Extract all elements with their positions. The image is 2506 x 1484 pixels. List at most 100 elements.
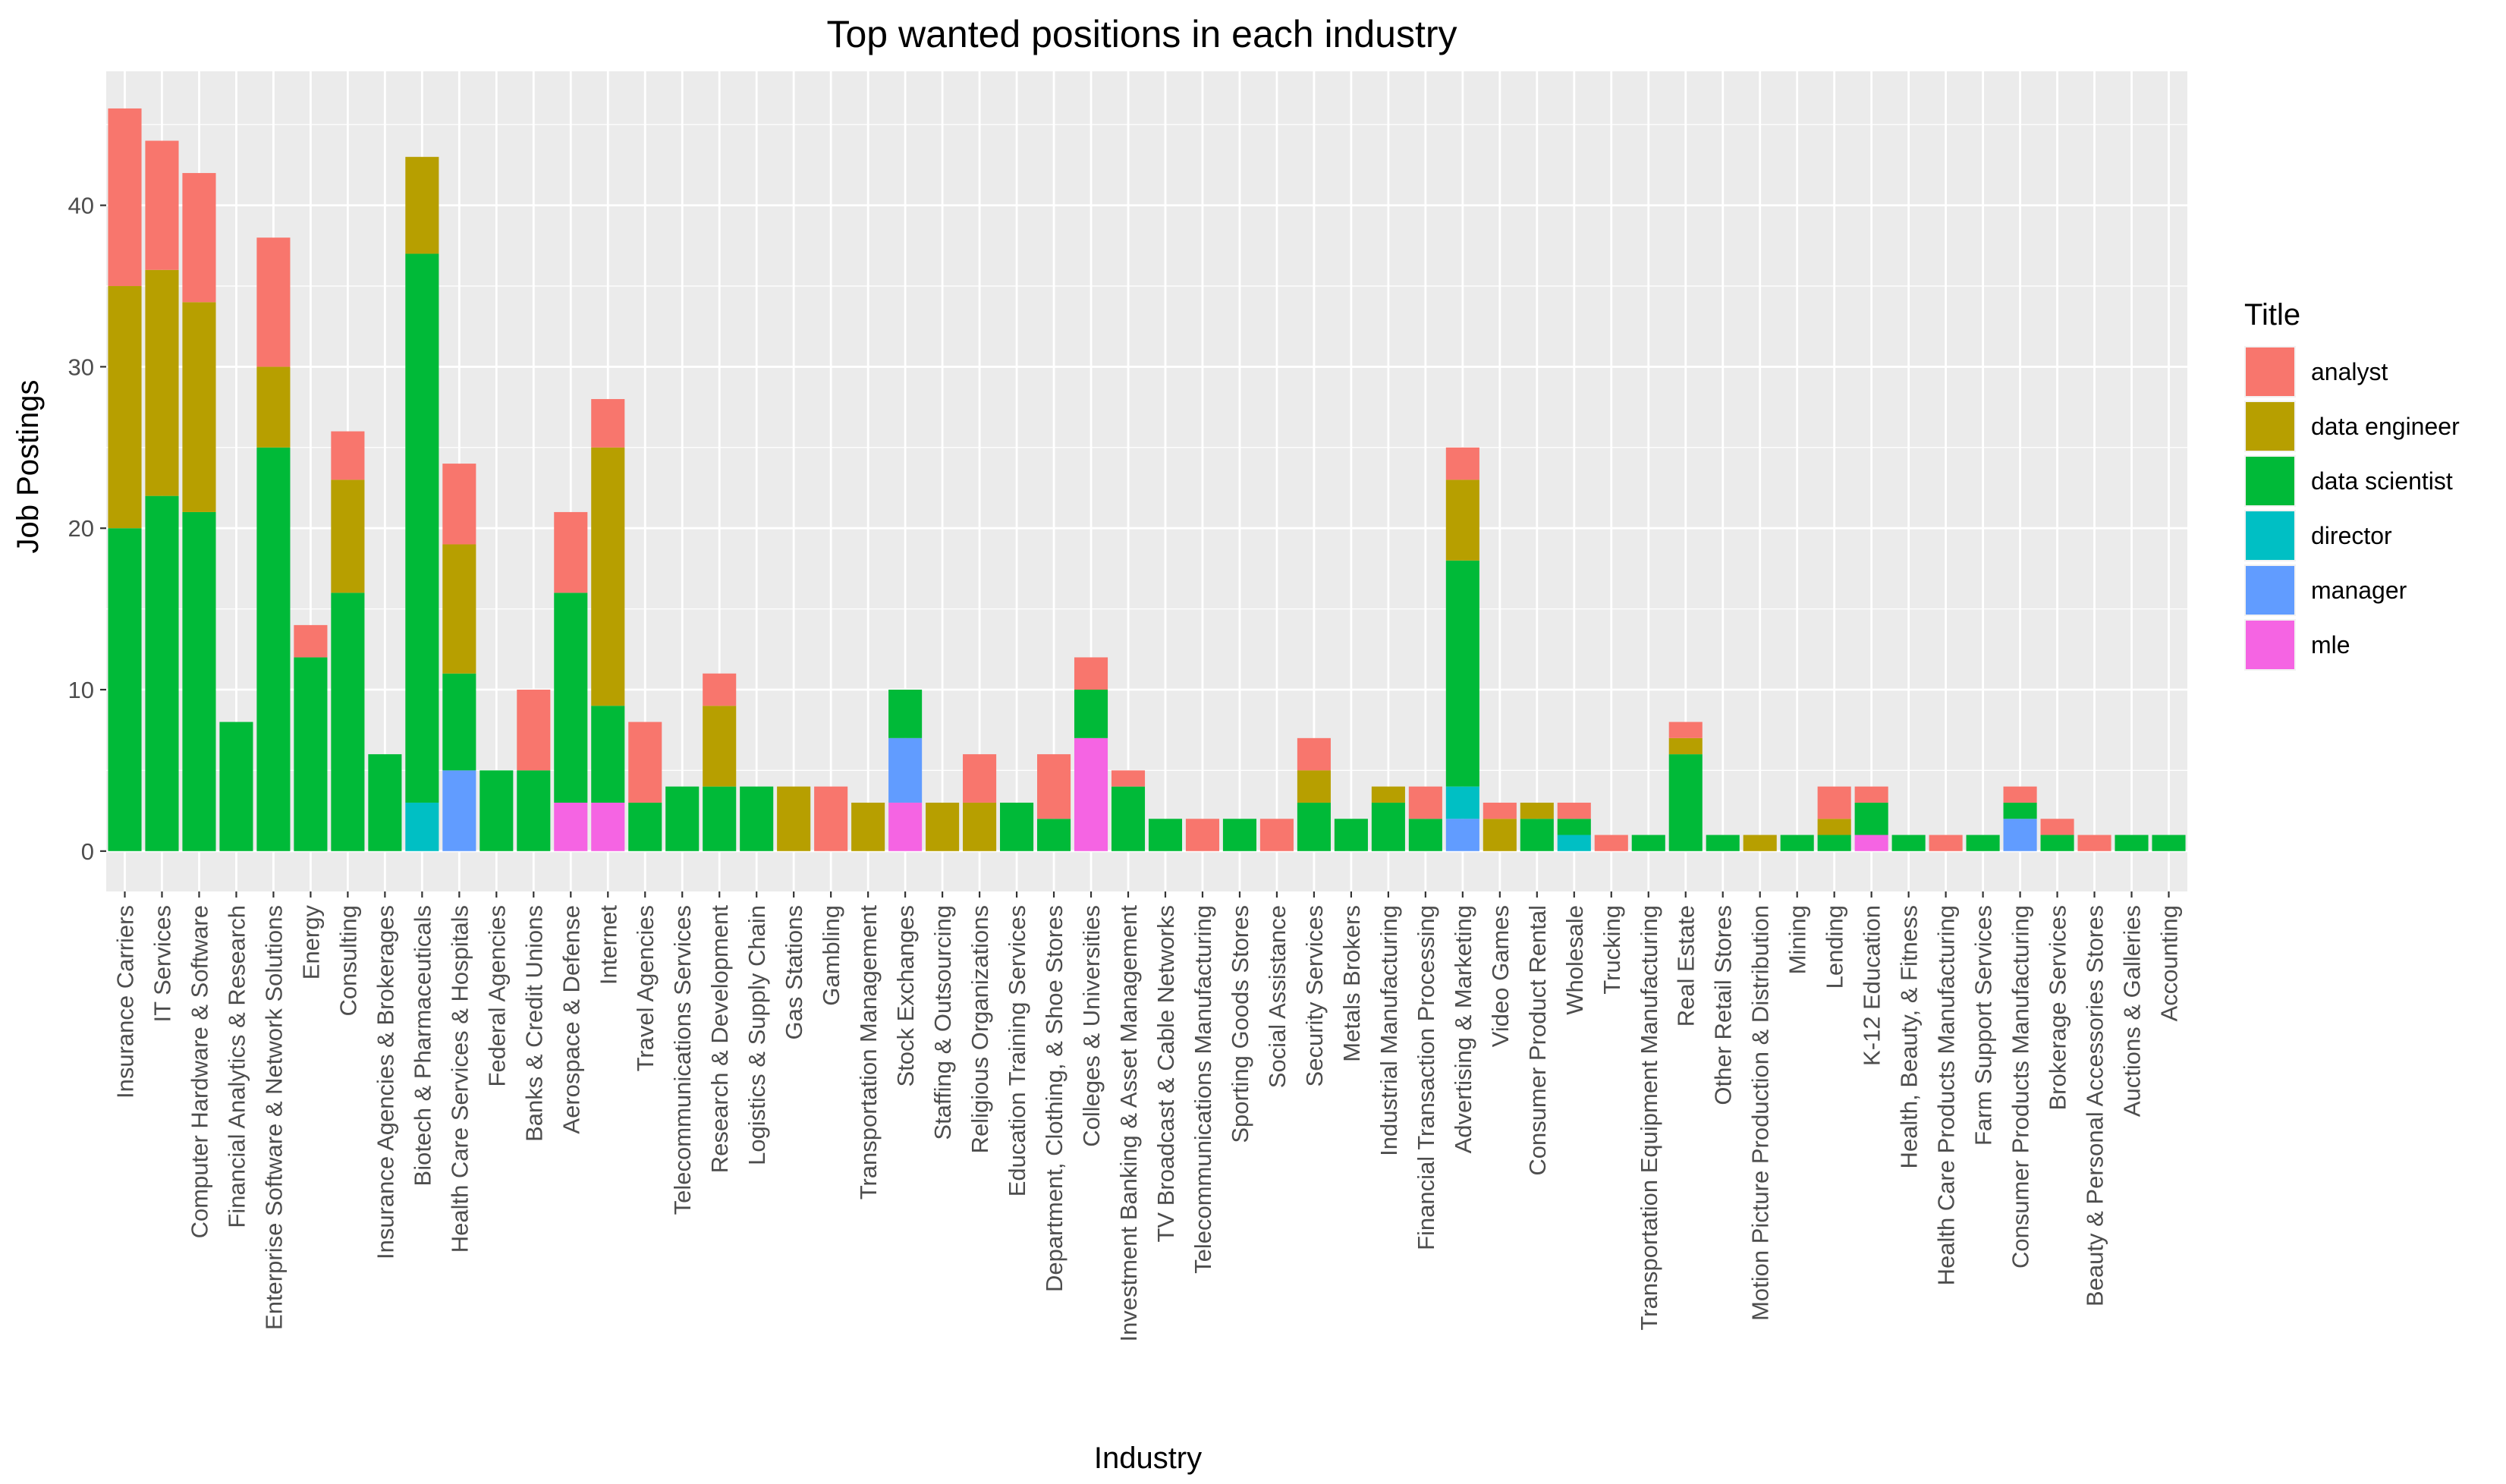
x-tick-label: Education Training Services	[1004, 905, 1030, 1196]
y-tick-label: 0	[81, 838, 94, 865]
bar-segment-data-engineer	[777, 786, 811, 851]
bar-segment-analyst	[1259, 819, 1294, 851]
bar-segment-analyst	[814, 786, 848, 851]
x-tick-label: IT Services	[149, 905, 175, 1022]
bar-segment-data-scientist	[1891, 835, 1926, 851]
x-tick-label: Auctions & Galleries	[2119, 905, 2146, 1117]
bar-segment-data-scientist	[1631, 835, 1665, 851]
bar-segment-analyst	[256, 237, 291, 367]
x-tick-label: K-12 Education	[1859, 905, 1885, 1066]
bar-segment-data-scientist	[1780, 835, 1814, 851]
bar-segment-data-scientist	[1148, 819, 1183, 851]
bar-segment-data-scientist	[1037, 819, 1071, 851]
bar-segment-data-scientist	[256, 447, 291, 851]
bar-segment-data-engineer	[442, 544, 476, 674]
bar-segment-analyst	[1854, 786, 1888, 803]
bar-segment-data-engineer	[1817, 819, 1851, 835]
x-tick-label: Colleges & Universities	[1078, 905, 1105, 1147]
bar-segment-analyst	[442, 464, 476, 545]
bar-segment-mle	[554, 802, 588, 851]
x-tick-label: Metals Brokers	[1338, 905, 1365, 1062]
bar-segment-data-scientist	[219, 722, 253, 851]
bar-segment-analyst	[108, 108, 142, 287]
bar-segment-director	[1445, 786, 1479, 819]
chart-title: Top wanted positions in each industry	[826, 13, 1457, 55]
bar-segment-data-scientist	[1408, 819, 1442, 851]
x-tick-label: Consulting	[335, 905, 361, 1016]
bar-segment-data-scientist	[2152, 835, 2186, 851]
bar-segment-data-engineer	[1668, 737, 1703, 755]
x-tick-label: Enterprise Software & Network Solutions	[260, 905, 287, 1330]
bar-segment-data-engineer	[1520, 802, 1554, 819]
bar-segment-data-scientist	[1222, 819, 1256, 851]
x-tick-label: Sporting Goods Stores	[1227, 905, 1253, 1143]
bar-segment-data-engineer	[182, 302, 216, 512]
bar-segment-data-scientist	[1854, 802, 1888, 835]
bar-segment-analyst	[331, 431, 365, 480]
bar-segment-mle	[591, 802, 625, 851]
x-tick-label: Accounting	[2156, 905, 2183, 1021]
x-tick-label: Religious Organizations	[967, 905, 993, 1153]
bar-segment-manager	[1445, 819, 1479, 851]
bar-segment-data-scientist	[1445, 560, 1479, 787]
bar-segment-data-scientist	[517, 770, 551, 851]
x-tick-label: Lending	[1822, 905, 1848, 989]
x-tick-label: Health Care Products Manufacturing	[1933, 905, 1960, 1285]
x-tick-label: Stock Exchanges	[892, 905, 919, 1087]
bar-segment-director	[405, 802, 439, 851]
bar-segment-analyst	[1668, 722, 1703, 738]
bar-segment-data-engineer	[926, 802, 960, 851]
bar-segment-data-engineer	[1483, 819, 1517, 851]
x-tick-label: Computer Hardware & Software	[186, 905, 212, 1238]
bar-segment-data-scientist	[1371, 802, 1405, 851]
bar-segment-analyst	[1594, 835, 1628, 851]
bar-segment-data-scientist	[2040, 835, 2074, 851]
x-tick-label: Farm Support Services	[1970, 905, 1997, 1146]
bar-segment-data-scientist	[1668, 754, 1703, 851]
legend-label: mle	[2311, 631, 2350, 659]
legend-key	[2246, 511, 2294, 560]
x-tick-label: Investment Banking & Asset Management	[1115, 905, 1142, 1342]
legend-key	[2246, 347, 2294, 396]
x-axis: Insurance Carriers IT Services Computer Ha…	[112, 891, 2183, 1342]
y-tick-label: 30	[68, 354, 94, 380]
x-tick-label: Department, Clothing, & Shoe Stores	[1041, 905, 1067, 1292]
x-tick-label: Logistics & Supply Chain	[744, 905, 770, 1165]
x-tick-label: Video Games	[1487, 905, 1514, 1047]
legend-key	[2246, 402, 2294, 451]
bar-segment-data-scientist	[442, 673, 476, 771]
bar-segment-mle	[1854, 835, 1888, 851]
bar-segment-data-scientist	[331, 593, 365, 851]
bar-segment-analyst	[1929, 835, 1963, 851]
bar-segment-manager	[888, 737, 923, 803]
x-tick-label: Travel Agencies	[632, 905, 659, 1071]
bar-segment-data-scientist	[108, 528, 142, 851]
bar-segment-data-engineer	[591, 447, 625, 706]
x-tick-label: Brokerage Services	[2045, 905, 2071, 1111]
bar-segment-analyst	[703, 673, 737, 706]
x-tick-label: Internet	[595, 905, 621, 986]
x-tick-label: Energy	[297, 905, 324, 980]
x-tick-label: Social Assistance	[1264, 905, 1291, 1088]
x-tick-label: Telecommunications Manufacturing	[1190, 905, 1216, 1274]
bar-segment-data-scientist	[628, 802, 662, 851]
y-tick-label: 20	[68, 515, 94, 542]
legend-key	[2246, 457, 2294, 505]
bar-segment-analyst	[591, 398, 625, 448]
x-tick-label: Gambling	[818, 905, 844, 1006]
x-tick-label: Banks & Credit Unions	[520, 905, 547, 1142]
bar-segment-data-scientist	[2003, 802, 2037, 819]
legend-title: Title	[2244, 298, 2300, 332]
bar-segment-data-engineer	[963, 802, 997, 851]
bar-segment-data-scientist	[591, 706, 625, 803]
bar-segment-analyst	[182, 173, 216, 303]
x-tick-label: Transportation Management	[855, 905, 882, 1200]
bar-segment-analyst	[2077, 835, 2111, 851]
bar-segment-analyst	[145, 140, 179, 270]
x-tick-label: Health, Beauty, & Fitness	[1896, 905, 1923, 1168]
legend: Title analyst data engineer data scientist…	[2244, 298, 2460, 671]
bar-segment-analyst	[1483, 802, 1517, 819]
legend-key	[2246, 621, 2294, 669]
bar-segment-data-engineer	[256, 366, 291, 448]
